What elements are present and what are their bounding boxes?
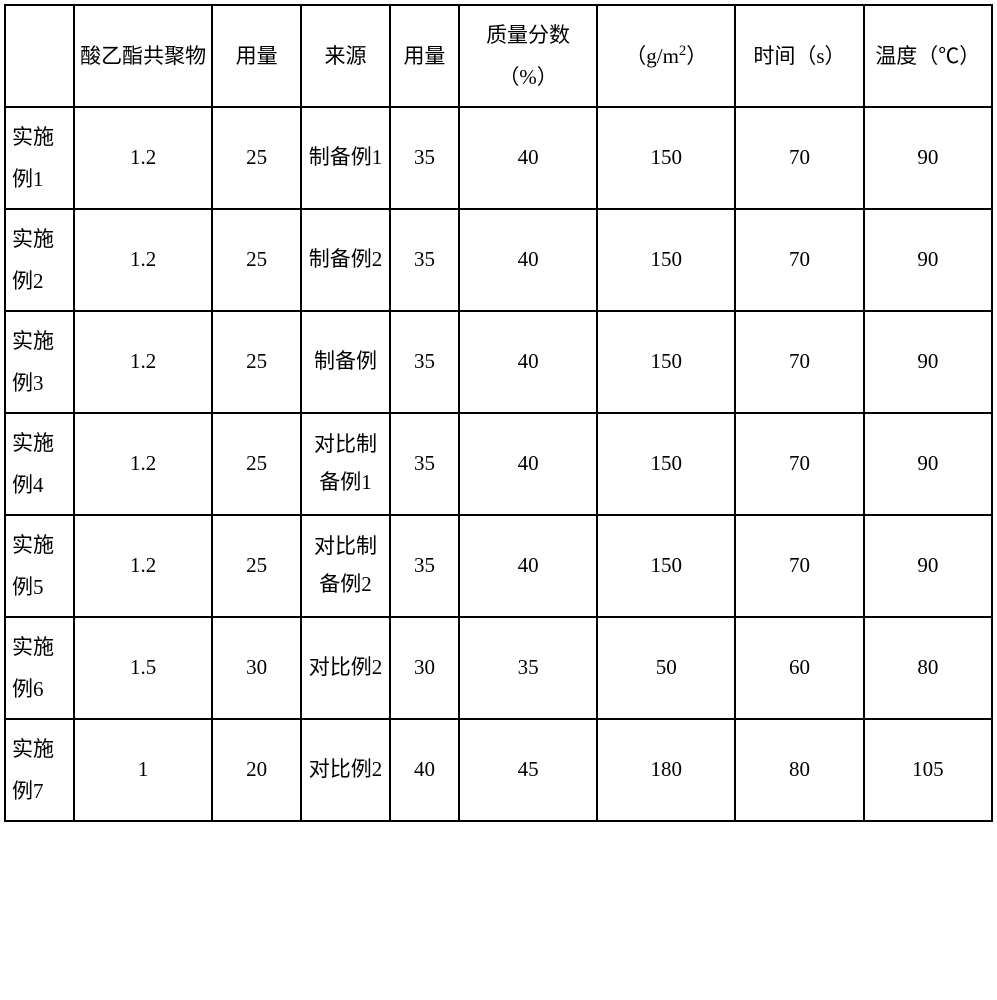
row-label: 实施例5 [5,515,74,617]
header-cell-7: 时间（s） [735,5,863,107]
table-row: 实施例1 1.2 25 制备例1 35 40 150 70 90 [5,107,992,209]
table-cell: 90 [864,209,992,311]
table-cell: 90 [864,413,992,515]
table-cell: 90 [864,515,992,617]
table-cell: 1 [74,719,212,821]
header-cell-1: 酸乙酯共聚物 [74,5,212,107]
row-label: 实施例2 [5,209,74,311]
table-cell: 150 [597,311,735,413]
table-cell: 制备例1 [301,107,390,209]
table-cell: 70 [735,107,863,209]
header-cell-8: 温度（℃） [864,5,992,107]
table-row: 实施例7 1 20 对比例2 40 45 180 80 105 [5,719,992,821]
header-cell-4: 用量 [390,5,459,107]
table-cell: 40 [459,209,597,311]
table-cell: 1.2 [74,209,212,311]
table-cell: 35 [390,107,459,209]
table-cell: 40 [390,719,459,821]
table-cell: 1.2 [74,515,212,617]
table-cell: 150 [597,413,735,515]
header-cell-5: 质量分数（%） [459,5,597,107]
table-cell: 制备例2 [301,209,390,311]
table-cell: 35 [390,515,459,617]
row-label: 实施例4 [5,413,74,515]
table-cell: 50 [597,617,735,719]
header-cell-0 [5,5,74,107]
table-cell: 90 [864,107,992,209]
table-cell: 40 [459,413,597,515]
table-cell: 对比制备例1 [301,413,390,515]
table-body: 实施例1 1.2 25 制备例1 35 40 150 70 90 实施例2 1.… [5,107,992,821]
table-cell: 对比例2 [301,719,390,821]
table-cell: 35 [459,617,597,719]
header-cell-3: 来源 [301,5,390,107]
row-label: 实施例7 [5,719,74,821]
table-cell: 20 [212,719,301,821]
header-row: 酸乙酯共聚物 用量 来源 用量 质量分数（%） （g/m2） 时间（s） 温度（… [5,5,992,107]
data-table: 酸乙酯共聚物 用量 来源 用量 质量分数（%） （g/m2） 时间（s） 温度（… [4,4,993,822]
table-row: 实施例2 1.2 25 制备例2 35 40 150 70 90 [5,209,992,311]
table-cell: 1.2 [74,311,212,413]
table-cell: 对比制备例2 [301,515,390,617]
header-cell-2: 用量 [212,5,301,107]
table-row: 实施例3 1.2 25 制备例 35 40 150 70 90 [5,311,992,413]
table-cell: 80 [864,617,992,719]
table-cell: 35 [390,413,459,515]
table-cell: 60 [735,617,863,719]
table-cell: 35 [390,209,459,311]
table-cell: 45 [459,719,597,821]
table-cell: 70 [735,413,863,515]
table-cell: 25 [212,413,301,515]
table-cell: 1.5 [74,617,212,719]
table-cell: 30 [212,617,301,719]
header-cell-6: （g/m2） [597,5,735,107]
table-cell: 40 [459,107,597,209]
table-cell: 150 [597,209,735,311]
table-cell: 40 [459,515,597,617]
table-cell: 25 [212,209,301,311]
table-header: 酸乙酯共聚物 用量 来源 用量 质量分数（%） （g/m2） 时间（s） 温度（… [5,5,992,107]
table-cell: 105 [864,719,992,821]
row-label: 实施例1 [5,107,74,209]
table-cell: 25 [212,107,301,209]
table-cell: 70 [735,311,863,413]
table-cell: 180 [597,719,735,821]
table-cell: 1.2 [74,107,212,209]
table-row: 实施例4 1.2 25 对比制备例1 35 40 150 70 90 [5,413,992,515]
table-cell: 150 [597,515,735,617]
table-cell: 制备例 [301,311,390,413]
table-cell: 150 [597,107,735,209]
table-cell: 30 [390,617,459,719]
table-cell: 25 [212,311,301,413]
table-cell: 1.2 [74,413,212,515]
row-label: 实施例3 [5,311,74,413]
table-row: 实施例5 1.2 25 对比制备例2 35 40 150 70 90 [5,515,992,617]
table-cell: 40 [459,311,597,413]
table-cell: 70 [735,209,863,311]
table-cell: 70 [735,515,863,617]
row-label: 实施例6 [5,617,74,719]
table-cell: 90 [864,311,992,413]
table-cell: 80 [735,719,863,821]
table-cell: 25 [212,515,301,617]
table-cell: 对比例2 [301,617,390,719]
table-cell: 35 [390,311,459,413]
table-row: 实施例6 1.5 30 对比例2 30 35 50 60 80 [5,617,992,719]
